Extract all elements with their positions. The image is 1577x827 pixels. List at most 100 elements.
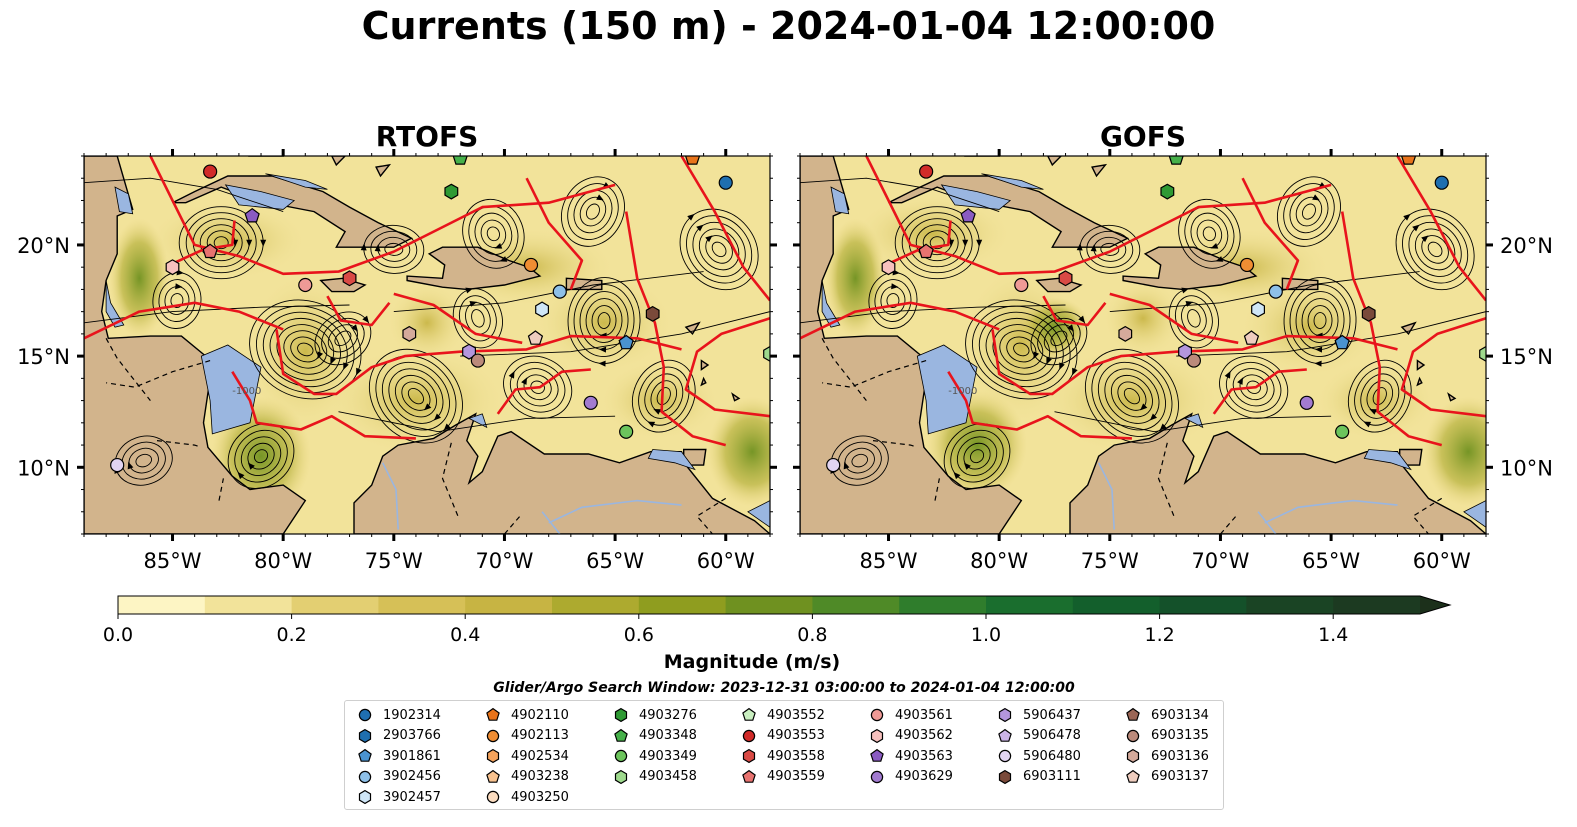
float-5906437 xyxy=(1178,343,1193,360)
pentagon-marker-icon xyxy=(358,748,372,762)
map-panel-gofs: -1000 85°W 80°W 75°W 70°W 65°W 60°W 20°N 15°N 10°… xyxy=(793,120,1553,573)
float-4903559 xyxy=(918,243,934,259)
pentagon-marker-icon xyxy=(1126,707,1140,721)
legend-marker xyxy=(870,770,884,783)
country-border xyxy=(1220,515,1237,534)
float-6903135 xyxy=(1186,353,1201,368)
legend-marker xyxy=(614,707,628,723)
float-4903348 xyxy=(1168,156,1184,165)
legend-item: 4903559 xyxy=(741,768,825,786)
legend-label: 5906437 xyxy=(1023,707,1081,723)
hexagon-marker-icon xyxy=(358,728,372,743)
legend-marker xyxy=(742,729,756,742)
figure-title: Currents (150 m) - 2024-01-04 12:00:00 xyxy=(361,4,1216,48)
legend-item: 4903558 xyxy=(741,747,825,765)
x-tick-label: 75°W xyxy=(1081,549,1139,573)
float-4903553 xyxy=(203,164,218,179)
float-4903629 xyxy=(1299,395,1314,410)
legend-marker xyxy=(486,748,500,764)
legend-label: 3901861 xyxy=(383,748,441,764)
panel-title: GOFS xyxy=(1100,120,1186,153)
float-3902457 xyxy=(535,301,550,318)
legend-item: 4903250 xyxy=(485,788,569,806)
legend-item: 4903458 xyxy=(613,768,697,786)
legend-marker xyxy=(358,708,372,722)
float-5906437 xyxy=(462,343,476,360)
legend-item: 3902456 xyxy=(357,768,441,786)
pentagon-marker-icon xyxy=(742,769,756,783)
x-tick-label: 60°W xyxy=(697,549,755,573)
float-4903553 xyxy=(919,164,934,179)
colorbar-bin xyxy=(986,596,1074,614)
legend-label: 1902314 xyxy=(383,707,441,723)
x-tick-label: 70°W xyxy=(1191,549,1249,573)
legend-label: 4903562 xyxy=(895,728,953,743)
shallow-shelf xyxy=(830,186,850,215)
legend-label: 4903552 xyxy=(767,707,825,723)
circle-marker-icon xyxy=(870,770,884,783)
float-4902110 xyxy=(1400,156,1417,165)
legend-marker xyxy=(614,728,628,742)
legend-marker xyxy=(358,789,372,805)
country-border xyxy=(504,515,521,534)
colorbar-bin xyxy=(1333,596,1421,614)
float-markers xyxy=(826,156,1486,473)
float-4903561 xyxy=(1014,277,1029,293)
legend-label: 4903276 xyxy=(639,707,697,723)
legend-label: 6903111 xyxy=(1023,769,1081,784)
hexagon-marker-icon xyxy=(998,769,1012,784)
float-4903349 xyxy=(1335,424,1350,439)
legend-marker xyxy=(358,748,372,762)
pentagon-marker-icon xyxy=(742,707,756,721)
y-tick-label: 10°N xyxy=(1500,456,1553,480)
float-4903348 xyxy=(452,156,468,165)
float-6903137 xyxy=(527,330,544,345)
x-tick-label: 60°W xyxy=(1413,549,1471,573)
x-tick-label: 70°W xyxy=(475,549,533,573)
legend-marker xyxy=(1126,769,1140,783)
legend-item: 5906478 xyxy=(997,727,1081,745)
float-6903135 xyxy=(470,353,485,368)
shallow-shelf xyxy=(1363,449,1412,471)
legend-label: 4903349 xyxy=(639,748,697,764)
circle-marker-icon xyxy=(614,749,628,763)
legend-item: 6903134 xyxy=(1125,706,1209,724)
legend-label: 4903563 xyxy=(895,748,953,764)
colorbar-tick-label: 0.6 xyxy=(624,624,654,646)
hexagon-marker-icon xyxy=(614,769,628,784)
shallow-shelf xyxy=(467,413,488,429)
float-4902113 xyxy=(1239,257,1255,273)
shallow-shelf xyxy=(940,184,1012,210)
float-3902457 xyxy=(1251,301,1266,318)
river xyxy=(541,511,561,534)
float-4902113 xyxy=(523,257,539,273)
float-4903629 xyxy=(583,395,598,410)
shallow-shelf xyxy=(265,173,328,190)
float-3901861 xyxy=(1334,334,1350,350)
legend-marker xyxy=(1126,729,1140,742)
colorbar-tick-label: 0.0 xyxy=(103,624,133,646)
legend-marker xyxy=(486,729,500,742)
legend-item: 4903552 xyxy=(741,706,825,724)
y-tick-label: 10°N xyxy=(17,456,70,480)
legend-label: 3902457 xyxy=(383,789,441,805)
pentagon-marker-icon xyxy=(870,748,884,762)
float-4903563 xyxy=(960,207,976,223)
streamlines xyxy=(800,176,1486,489)
colorbar-bin xyxy=(638,596,727,614)
legend-label: 4903558 xyxy=(767,748,825,764)
legend-label: 4903559 xyxy=(767,769,825,784)
legend-marker xyxy=(998,749,1012,763)
legend-item: 4902113 xyxy=(485,727,569,745)
float-6903111 xyxy=(1361,305,1376,322)
legend-marker xyxy=(614,749,628,763)
colorbar-bin xyxy=(1159,596,1247,614)
legend-marker xyxy=(1126,707,1140,721)
legend-marker xyxy=(870,728,884,743)
legend-item: 6903111 xyxy=(997,768,1081,786)
float-3902456 xyxy=(1268,284,1283,299)
shallow-shelf xyxy=(981,173,1044,190)
legend-item: 1902314 xyxy=(357,706,441,724)
country-border xyxy=(822,360,927,388)
colorbar-tick-label: 1.0 xyxy=(971,624,1001,646)
